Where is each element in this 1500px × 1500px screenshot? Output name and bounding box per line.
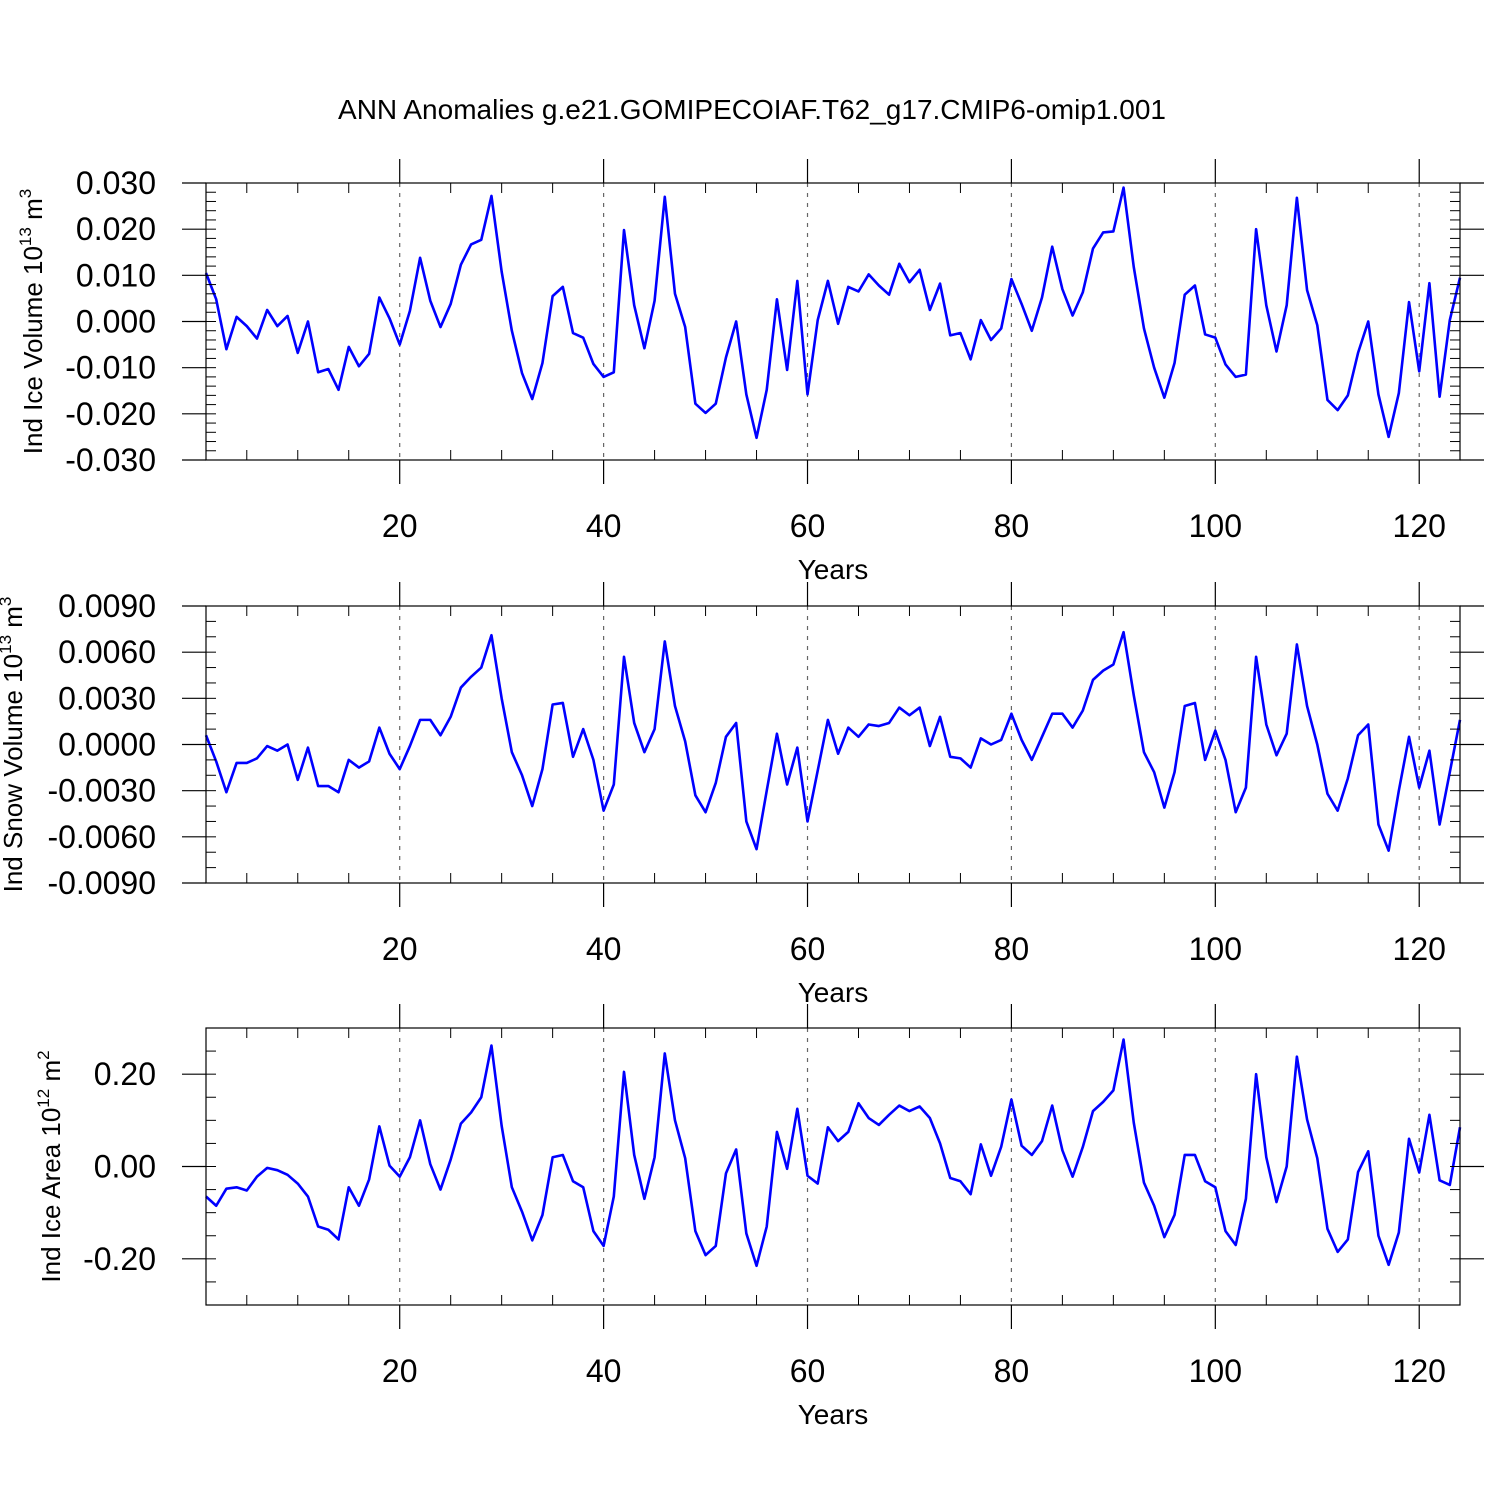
x-tick-label: 60 — [790, 1353, 826, 1389]
x-tick-label: 120 — [1393, 931, 1446, 967]
y-tick-label: -0.0030 — [47, 773, 156, 809]
x-tick-label: 40 — [586, 1353, 622, 1389]
x-axis-title: Years — [798, 977, 869, 1008]
panels: 20 40 60 80 100 120 -0.030 -0.020 -0.010 0.000 0.0… — [0, 159, 1484, 1430]
y-axis-title: Ind Ice Volume 1013 m3 — [16, 189, 48, 454]
y-axis-title-text: Ind Ice Area 10 — [36, 1108, 66, 1283]
y-axis-title-exponent: 12 — [34, 1089, 53, 1108]
y-axis-title-text: Ind Snow Volume 10 — [0, 654, 28, 893]
x-axis-title: Years — [798, 554, 869, 585]
y-tick-label: -0.20 — [83, 1241, 156, 1277]
y-tick-label: -0.030 — [65, 442, 156, 478]
y-axis-title-unit: m — [0, 606, 28, 635]
x-axis-title: Years — [798, 1399, 869, 1430]
x-tick-label: 100 — [1189, 508, 1242, 544]
x-tick-label: 60 — [790, 931, 826, 967]
y-axis-title-exponent: 13 — [16, 227, 35, 246]
plot-frame — [205, 182, 1461, 461]
x-tick-label: 20 — [382, 508, 418, 544]
x-tick-label: 120 — [1393, 1353, 1446, 1389]
panel-ice-area: 20 40 60 80 100 120 -0.20 0.00 0.20 Years Ind Ice … — [34, 1004, 1484, 1430]
y-tick-label: 0.000 — [76, 304, 156, 340]
y-tick-label: 0.030 — [76, 165, 156, 201]
x-tick-label: 80 — [994, 508, 1030, 544]
y-axis-title-unit: m — [18, 198, 48, 227]
y-tick-label: 0.0030 — [58, 680, 156, 716]
y-tick-label: 0.0090 — [58, 588, 156, 624]
x-tick-label: 100 — [1189, 1353, 1242, 1389]
x-tick-label: 40 — [586, 931, 622, 967]
x-tick-label: 100 — [1189, 931, 1242, 967]
panel-snow-volume: 20 40 60 80 100 120 -0.0090 -0.0060 -0.0030 0.000… — [0, 582, 1484, 1008]
x-tick-label: 20 — [382, 1353, 418, 1389]
y-axis-title: Ind Ice Area 1012 m2 — [34, 1050, 66, 1282]
y-axis-title-unit: m — [36, 1060, 66, 1089]
y-axis-title: Ind Snow Volume 1013 m3 — [0, 597, 28, 893]
y-axis-title-unit-exponent: 3 — [16, 189, 35, 198]
y-axis-title-unit-exponent: 3 — [0, 597, 15, 606]
y-tick-label: -0.020 — [65, 396, 156, 432]
ice-area-series-line — [205, 1038, 1462, 1268]
y-tick-label: 0.020 — [76, 211, 156, 247]
y-axis-title-text: Ind Ice Volume 10 — [18, 246, 48, 454]
x-tick-label: 120 — [1393, 508, 1446, 544]
snow-volume-series-line — [204, 630, 1462, 852]
ice-volume-series-line — [204, 186, 1462, 440]
y-tick-label: -0.010 — [65, 350, 156, 386]
panel-ice-volume: 20 40 60 80 100 120 -0.030 -0.020 -0.010 0.000 0.0… — [16, 159, 1484, 585]
x-tick-label: 40 — [586, 508, 622, 544]
x-tick-label: 20 — [382, 931, 418, 967]
y-tick-label: 0.0000 — [58, 727, 156, 763]
figure-title: ANN Anomalies g.e21.GOMIPECOIAF.T62_g17.… — [338, 94, 1166, 125]
y-axis-title-unit-exponent: 2 — [34, 1050, 53, 1059]
y-tick-label: 0.010 — [76, 257, 156, 293]
y-tick-label: 0.0060 — [58, 634, 156, 670]
x-tick-label: 80 — [994, 931, 1030, 967]
plot-frame — [205, 1027, 1461, 1306]
x-tick-label: 60 — [790, 508, 826, 544]
y-tick-label: -0.0090 — [47, 865, 156, 901]
y-tick-label: -0.0060 — [47, 819, 156, 855]
y-tick-label: 0.00 — [94, 1149, 156, 1185]
y-tick-label: 0.20 — [94, 1056, 156, 1092]
y-axis-title-exponent: 13 — [0, 635, 15, 654]
x-tick-label: 80 — [994, 1353, 1030, 1389]
